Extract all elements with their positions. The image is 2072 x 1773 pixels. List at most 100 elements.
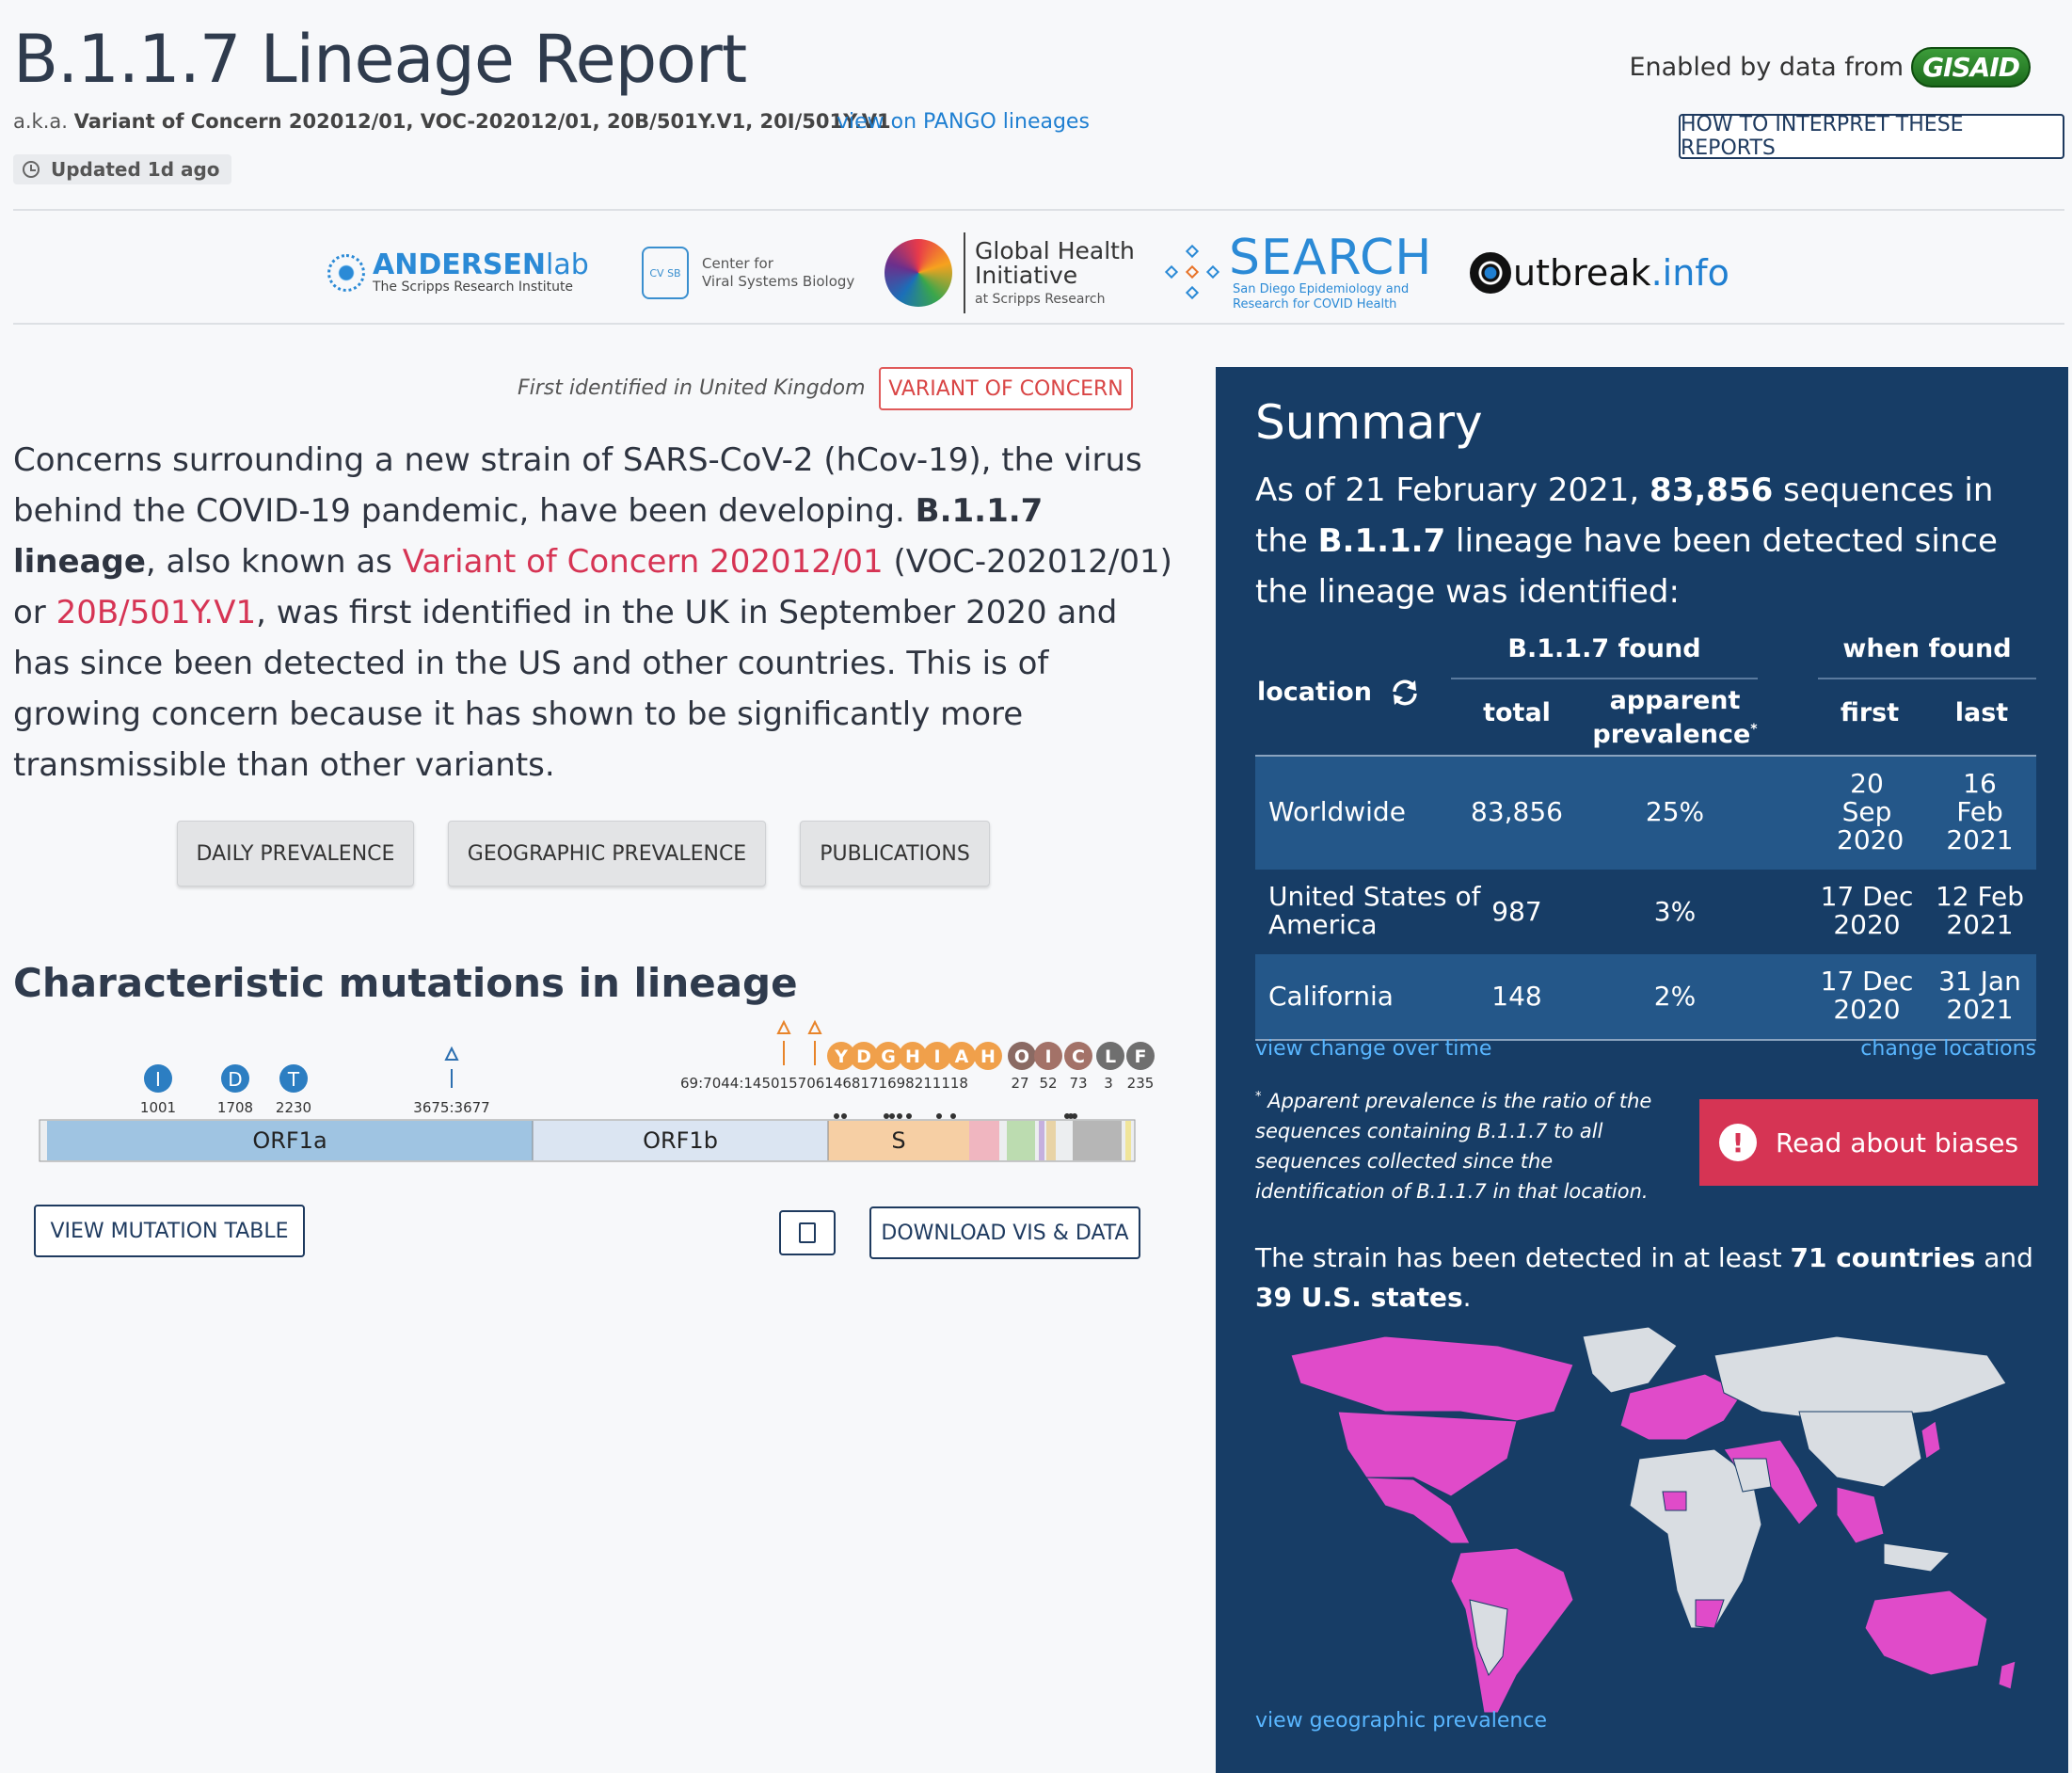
spike-mutation-marker[interactable]: A [948,1042,976,1070]
footnote-text: Apparent prevalence is the ratio of the … [1255,1090,1652,1203]
spike-mutation-marker[interactable]: Y [827,1042,855,1070]
map-region [1582,1326,1678,1394]
map-region-detected [1695,1599,1725,1629]
global-health-initiative-logo[interactable]: Global Health Initiative at Scripps Rese… [885,226,1135,320]
map-region-detected [1836,1486,1885,1544]
summary-text: As of 21 February 2021, 83,856 sequences… [1255,465,2046,617]
download-vis-data-button[interactable]: DOWNLOAD VIS & DATA [869,1206,1140,1259]
spike-mutation-marker[interactable]: H [899,1042,927,1070]
map-region [1883,1542,1952,1573]
voc-link[interactable]: Variant of Concern 202012/01 [402,543,884,581]
spike-mutation-marker[interactable]: I [923,1042,951,1070]
summary-panel: Summary As of 21 February 2021, 83,856 s… [1216,367,2068,1773]
change-locations-link[interactable]: change locations [1860,1037,2036,1061]
row-location: Worldwide [1268,796,1406,827]
mutation-letter: T [287,1068,300,1091]
enabled-by-text: Enabled by data from [1629,53,1905,82]
biases-button-label: Read about biases [1775,1126,2019,1158]
andersen-lab-logo[interactable]: ANDERSENlab The Scripps Research Institu… [327,226,589,320]
exclamation-icon: ! [1718,1124,1757,1161]
cvsb-logo[interactable]: CV SB Center for Viral Systems Biology [642,226,854,320]
row-total: 148 [1491,981,1542,1012]
row-first: 17 Dec 2020 [1820,881,1914,940]
spike-mutation-marker[interactable]: O [1008,1042,1036,1070]
ghi-line2: Initiative [975,262,1078,289]
mutation-letter: I [1044,1046,1051,1067]
aka-prefix: a.k.a. [13,110,68,133]
row-last: 12 Feb 2021 [1935,881,2025,940]
view-mutation-table-button[interactable]: VIEW MUTATION TABLE [34,1205,305,1257]
aka-names: Variant of Concern 202012/01, VOC-202012… [73,110,891,133]
read-about-biases-button[interactable]: ! Read about biases [1699,1099,2038,1186]
data-attribution: Enabled by data from GISAID [1629,47,2031,88]
map-region [1469,1599,1508,1677]
ghi-line1: Global Health [975,236,1135,264]
spike-mutation-marker[interactable]: F [1126,1042,1155,1070]
mutation-position: 235 [1127,1075,1155,1092]
spike-mutation-marker[interactable]: C [1064,1042,1092,1070]
table-row[interactable]: California 148 2% 17 Dec 2020 31 Jan 202… [1255,954,2036,1039]
intro-text-4: , was first identified in the UK in Sept… [13,594,1118,784]
search-logo[interactable]: SEARCH San Diego Epidemiology and Resear… [1164,226,1432,320]
row-last: 31 Jan 2021 [1938,966,2021,1025]
row-prevalence: 2% [1653,981,1697,1012]
mutation-marker[interactable]: T 2230 [276,1064,311,1116]
outbreak-info-logo[interactable]: utbreak.info [1470,226,1729,320]
detected-text-2: and [1975,1242,2033,1273]
search-network-icon [1164,244,1221,301]
page-title: B.1.1.7 Lineage Report [13,21,747,98]
row-prevalence: 3% [1653,896,1697,927]
map-region-detected [1998,1660,2016,1690]
gisaid-logo[interactable]: GISAID [1911,47,2031,88]
intro-text-3: (VOC-202012/01) or [13,543,1172,631]
divider [13,323,2064,325]
mutation-letter: D [228,1068,242,1091]
aka-line: a.k.a. Variant of Concern 202012/01, VOC… [13,110,891,133]
andersen-subtitle: The Scripps Research Institute [373,280,574,295]
intro-text-1: Concerns surrounding a new strain of SAR… [13,441,1142,530]
mutation-position: 73 [1069,1075,1087,1092]
map-region-detected [1290,1335,1574,1422]
found-header: B.1.1.7 found [1507,634,1701,663]
variant-of-concern-badge: VARIANT OF CONCERN [879,367,1133,410]
world-map[interactable] [1272,1318,2025,1732]
s-positions-label: 69:7044:1450157061468171698211118 [680,1075,968,1092]
copy-icon [794,1222,816,1252]
refresh-icon[interactable] [1389,679,1421,707]
header-rule [1255,755,2036,757]
spike-mutation-marker[interactable]: L [1096,1042,1124,1070]
summary-count: 83,856 [1650,471,1774,509]
how-to-interpret-button[interactable]: HOW TO INTERPRET THESE REPORTS [1679,113,2064,160]
geographic-prevalence-button[interactable]: GEOGRAPHIC PREVALENCE [448,821,766,886]
when-header-rule [1818,678,2036,679]
alt-name-link[interactable]: 20B/501Y.V1 [56,594,257,631]
row-last: 16 Feb 2021 [1946,768,2014,855]
location-header: location [1257,678,1421,707]
pango-lineages-link[interactable]: view on PANGO lineages [837,110,1090,134]
mutation-marker[interactable]: D 1708 [217,1064,253,1116]
view-change-over-time-link[interactable]: view change over time [1255,1037,1492,1061]
map-region-detected [1337,1411,1518,1497]
view-geographic-prevalence-link[interactable]: view geographic prevalence [1255,1709,1547,1733]
spike-mutation-marker[interactable]: D [850,1042,878,1070]
table-row[interactable]: United States of America 987 3% 17 Dec 2… [1255,870,2036,954]
spike-mutation-marker[interactable]: I [1034,1042,1062,1070]
prevalence-footnote: * Apparent prevalence is the ratio of th… [1255,1082,1688,1206]
found-header-rule [1451,678,1758,679]
total-header: total [1483,698,1551,727]
map-region-detected [1662,1491,1687,1511]
updated-badge: Updated 1d ago [13,154,231,184]
map-region-detected [1450,1547,1574,1714]
mutation-letter: C [1072,1046,1085,1067]
spike-mutation-marker[interactable]: G [874,1042,902,1070]
spike-mutation-marker[interactable]: H [974,1042,1002,1070]
daily-prevalence-button[interactable]: DAILY PREVALENCE [177,821,414,886]
publications-button[interactable]: PUBLICATIONS [800,821,990,886]
orf1b-segment [533,1121,828,1160]
copy-button[interactable] [779,1210,836,1255]
map-region-detected [1864,1589,1988,1676]
table-row[interactable]: Worldwide 83,856 25% 20 Sep 2020 16 Feb … [1255,757,2036,870]
map-region [1798,1411,1922,1488]
andersen-bold-text: ANDERSEN [373,248,547,281]
mutation-marker[interactable]: I 1001 [140,1064,176,1116]
